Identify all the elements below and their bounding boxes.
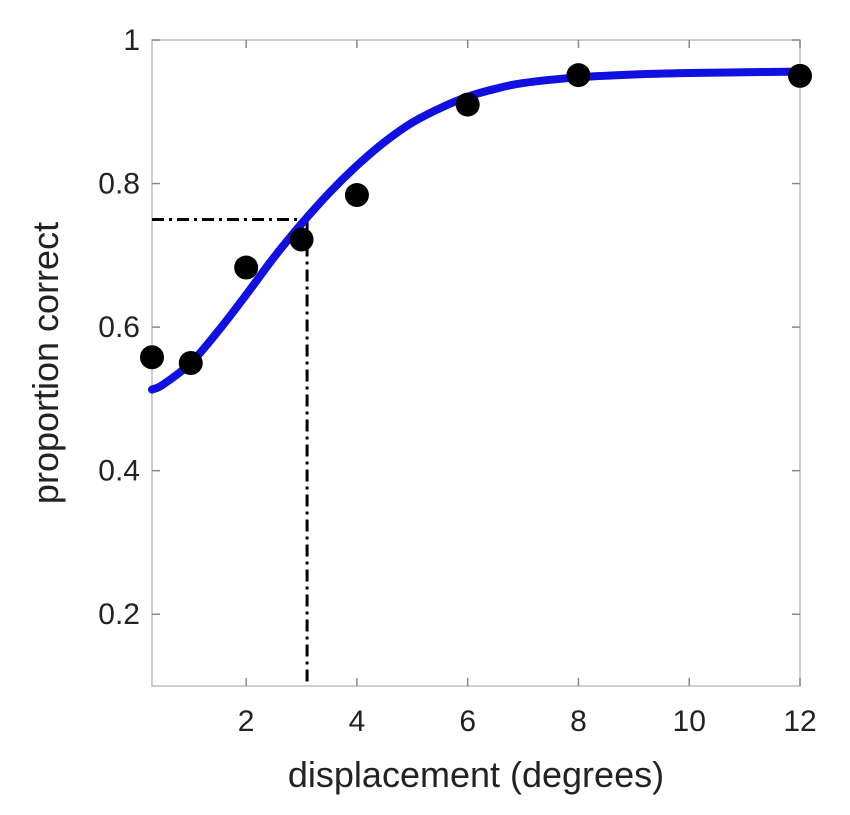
tick-labels: 2 4 6 8 10 12 0.2 0.4 0.6 0.8 1 xyxy=(98,24,816,738)
y-tick-label: 0.2 xyxy=(98,598,140,631)
x-tick-label: 8 xyxy=(570,705,587,738)
data-points xyxy=(140,63,812,375)
data-point xyxy=(234,255,259,280)
y-tick-label: 0.6 xyxy=(98,311,140,344)
data-point xyxy=(289,227,314,252)
x-tick-label: 4 xyxy=(349,705,366,738)
data-point xyxy=(344,183,369,208)
y-tick-label: 1 xyxy=(123,24,140,57)
fit-curve xyxy=(148,67,804,394)
x-axis-label: displacement (degrees) xyxy=(288,754,664,795)
y-tick-label: 0.8 xyxy=(98,168,140,201)
x-tick-label: 12 xyxy=(783,705,816,738)
axis-ticks xyxy=(152,39,801,686)
data-point xyxy=(788,63,812,88)
threshold-lines xyxy=(152,217,309,686)
data-point xyxy=(566,63,591,88)
data-point xyxy=(178,351,203,375)
x-tick-label: 10 xyxy=(673,705,706,738)
x-tick-label: 6 xyxy=(459,705,476,738)
x-tick-label: 2 xyxy=(238,705,255,738)
plot-area-frame xyxy=(151,39,801,687)
data-point xyxy=(455,92,480,117)
data-point xyxy=(140,345,164,370)
y-tick-label: 0.4 xyxy=(98,455,140,488)
y-axis-label: proportion correct xyxy=(25,222,66,504)
